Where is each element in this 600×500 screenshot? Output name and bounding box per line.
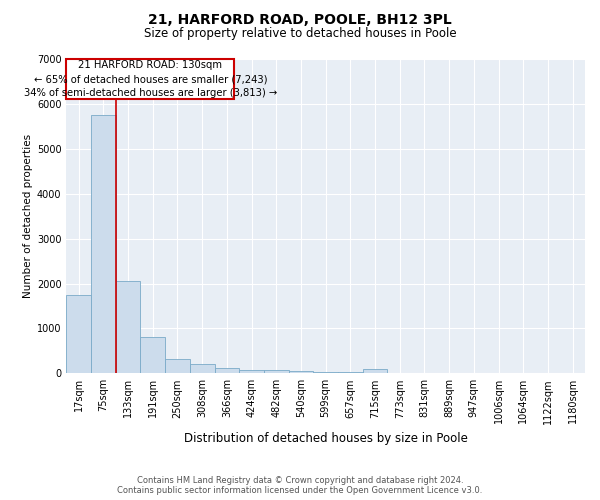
- X-axis label: Distribution of detached houses by size in Poole: Distribution of detached houses by size …: [184, 432, 467, 445]
- Bar: [313, 372, 338, 374]
- Text: Contains HM Land Registry data © Crown copyright and database right 2024.
Contai: Contains HM Land Registry data © Crown c…: [118, 476, 482, 495]
- Bar: [140, 338, 165, 374]
- Bar: [165, 358, 190, 374]
- Bar: [91, 115, 116, 374]
- Text: 21, HARFORD ROAD, POOLE, BH12 3PL: 21, HARFORD ROAD, POOLE, BH12 3PL: [148, 12, 452, 26]
- FancyBboxPatch shape: [67, 59, 234, 100]
- Bar: [264, 370, 289, 374]
- Bar: [289, 371, 313, 374]
- Text: 21 HARFORD ROAD: 130sqm
← 65% of detached houses are smaller (7,243)
34% of semi: 21 HARFORD ROAD: 130sqm ← 65% of detache…: [23, 60, 277, 98]
- Text: Size of property relative to detached houses in Poole: Size of property relative to detached ho…: [143, 28, 457, 40]
- Bar: [239, 370, 264, 374]
- Bar: [67, 294, 91, 374]
- Bar: [215, 368, 239, 374]
- Bar: [116, 282, 140, 374]
- Bar: [338, 372, 363, 374]
- Y-axis label: Number of detached properties: Number of detached properties: [23, 134, 32, 298]
- Bar: [190, 364, 215, 374]
- Bar: [363, 370, 388, 374]
